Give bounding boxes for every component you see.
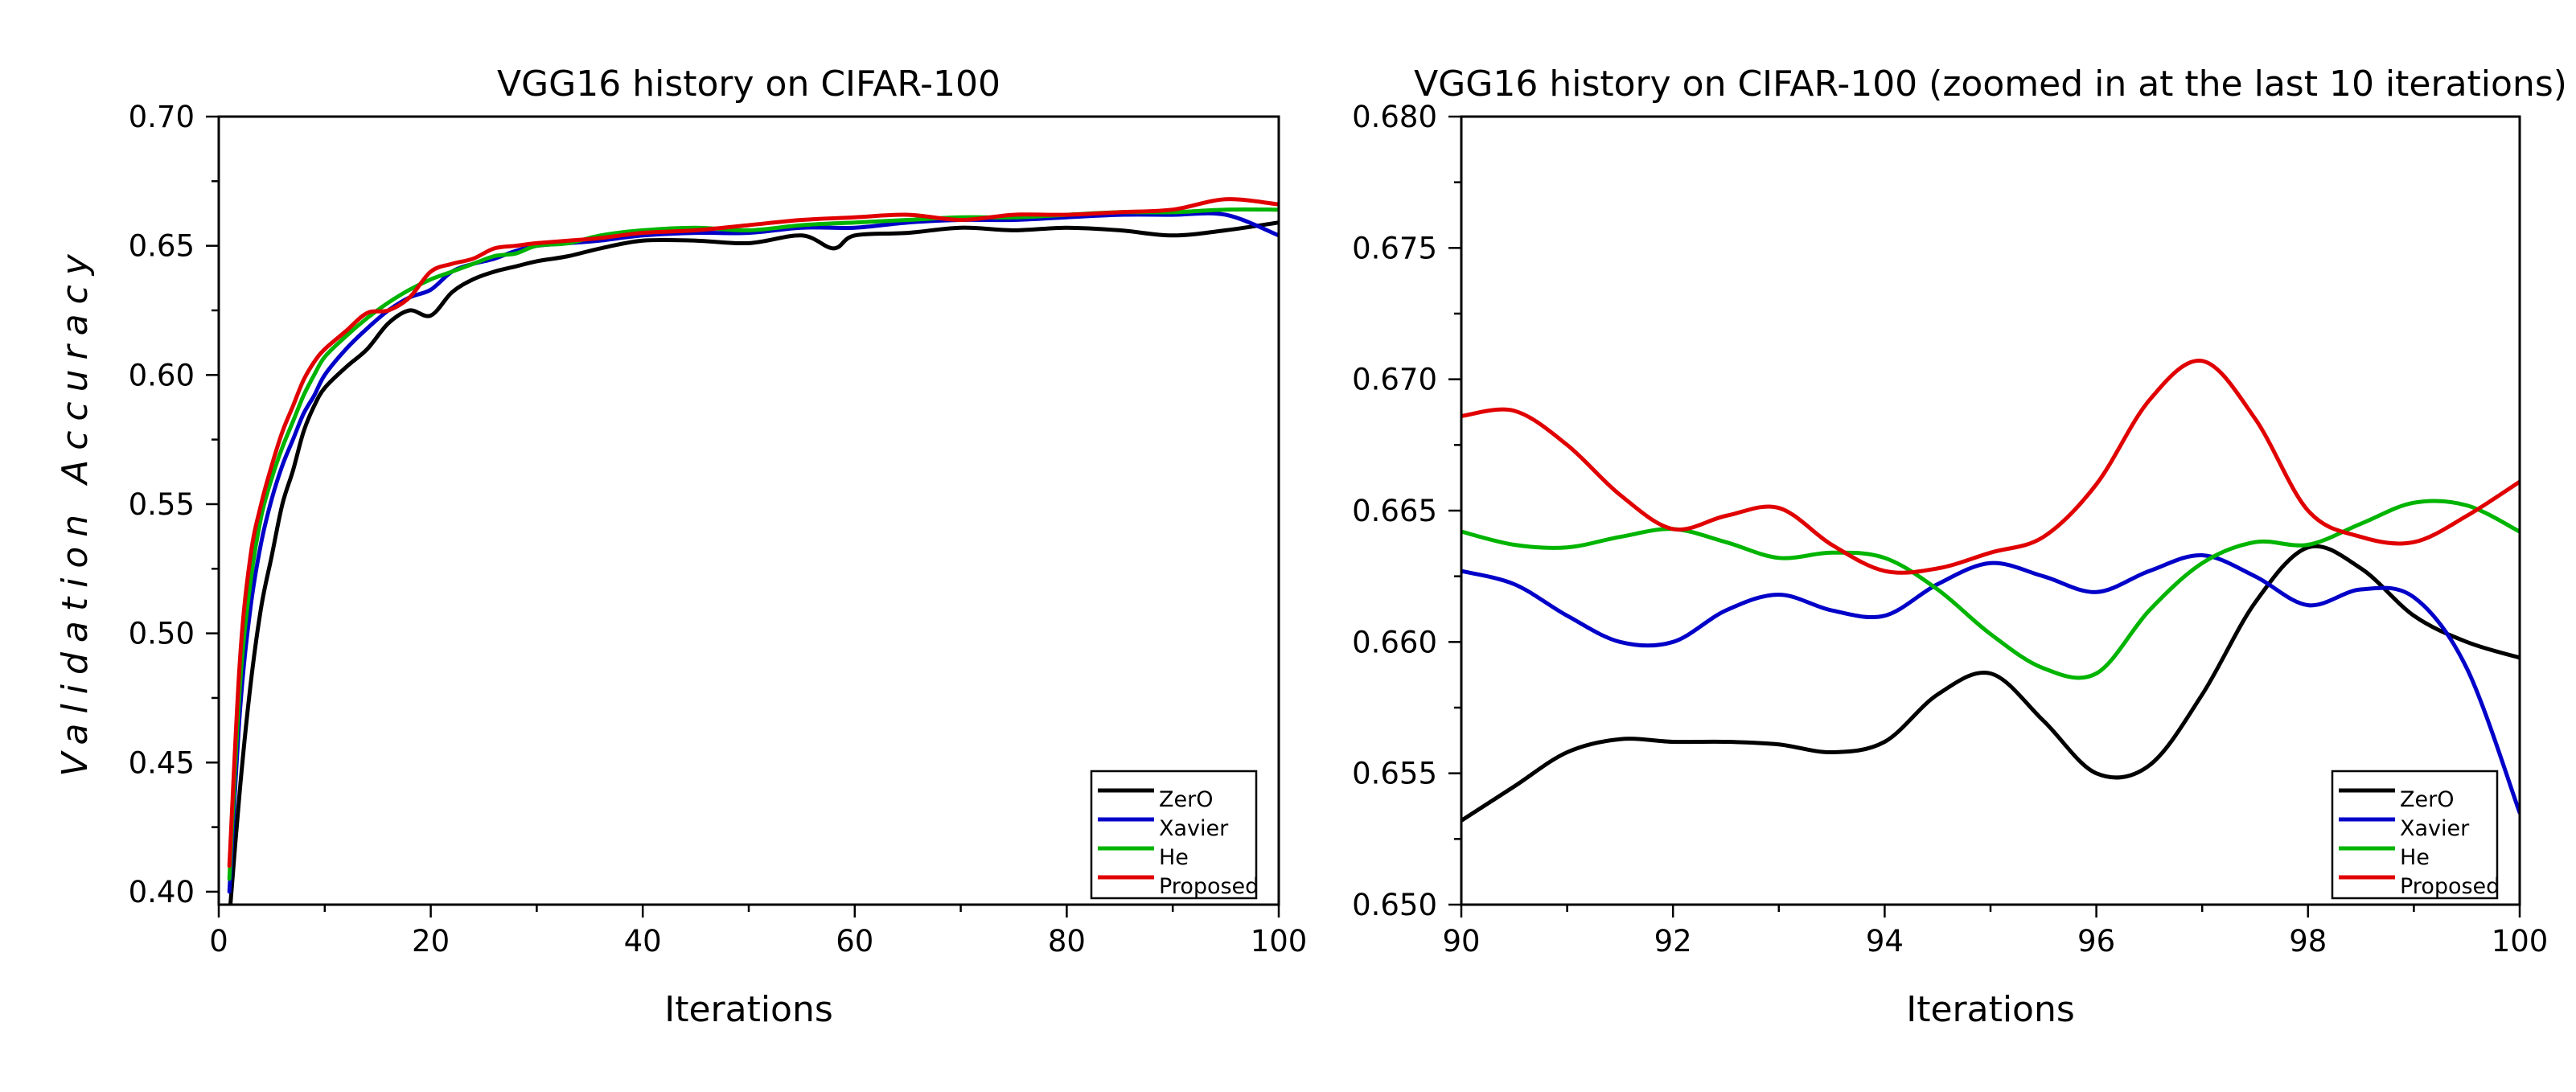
series-group	[227, 197, 1279, 905]
x-tick-label: 90	[1442, 924, 1480, 959]
x-tick-label: 0	[209, 924, 228, 959]
chart-right: 90 92 94 96 98 100 0.650 0.655 0.660 0.665 0.670 0.…	[1352, 64, 2567, 1030]
legend-label-he: He	[1159, 845, 1189, 870]
x-axis-label: Iterations	[664, 989, 833, 1030]
legend-label-zero: ZerO	[1159, 787, 1213, 812]
y-tick-label: 0.680	[1352, 100, 1437, 134]
y-tick-label: 0.675	[1352, 231, 1437, 265]
series-line-zero	[1461, 544, 2520, 823]
x-tick-label: 94	[1866, 924, 1904, 959]
legend-label-he: He	[2400, 845, 2430, 870]
y-tick-label: 0.45	[129, 745, 195, 780]
y-tick-label: 0.655	[1352, 757, 1437, 791]
series-line-proposed	[1461, 359, 2520, 575]
y-tick-label: 0.65	[129, 229, 195, 264]
y-tick-label: 0.70	[129, 100, 195, 134]
x-tick-label: 96	[2077, 924, 2115, 959]
x-tick-label: 60	[836, 924, 873, 959]
series-line-xavier	[1461, 552, 2520, 815]
chart-left: 0 20 40 60 80 100 0.40 0.45 0.50 0.55 0.60 0.65 0.70…	[55, 64, 1307, 1030]
legend: ZerO Xavier He Proposed	[2331, 770, 2500, 900]
x-tick-label: 40	[624, 924, 662, 959]
y-tick-label: 0.670	[1352, 363, 1437, 397]
y-tick-label: 0.40	[129, 875, 195, 909]
x-tick-label: 92	[1654, 924, 1692, 959]
series-line-proposed	[227, 197, 1279, 868]
y-tick-label: 0.650	[1352, 888, 1437, 922]
legend: ZerO Xavier He Proposed	[1090, 770, 1259, 900]
x-tick-label: 80	[1048, 924, 1086, 959]
y-tick-label: 0.55	[129, 487, 195, 522]
chart-title: VGG16 history on CIFAR-100	[497, 64, 1000, 105]
x-tick-label: 98	[2289, 924, 2327, 959]
y-axis-label: Validation Accuracy	[55, 244, 96, 777]
legend-label-proposed: Proposed	[1159, 874, 1259, 899]
legend-label-zero: ZerO	[2400, 787, 2454, 812]
y-tick-label: 0.60	[129, 358, 195, 392]
legend-label-proposed: Proposed	[2400, 874, 2500, 899]
chart-title: VGG16 history on CIFAR-100 (zoomed in at…	[1414, 64, 2567, 105]
legend-label-xavier: Xavier	[2400, 816, 2470, 841]
x-axis-label: Iterations	[1906, 989, 2075, 1030]
y-tick-label: 0.50	[129, 617, 195, 651]
x-tick-label: 100	[1251, 924, 1308, 959]
series-line-zero	[228, 220, 1279, 905]
y-tick-label: 0.665	[1352, 494, 1437, 528]
y-tick-label: 0.660	[1352, 625, 1437, 659]
legend-label-xavier: Xavier	[1159, 816, 1229, 841]
x-tick-label: 20	[412, 924, 450, 959]
series-group	[1461, 359, 2520, 823]
x-tick-label: 100	[2492, 924, 2549, 959]
